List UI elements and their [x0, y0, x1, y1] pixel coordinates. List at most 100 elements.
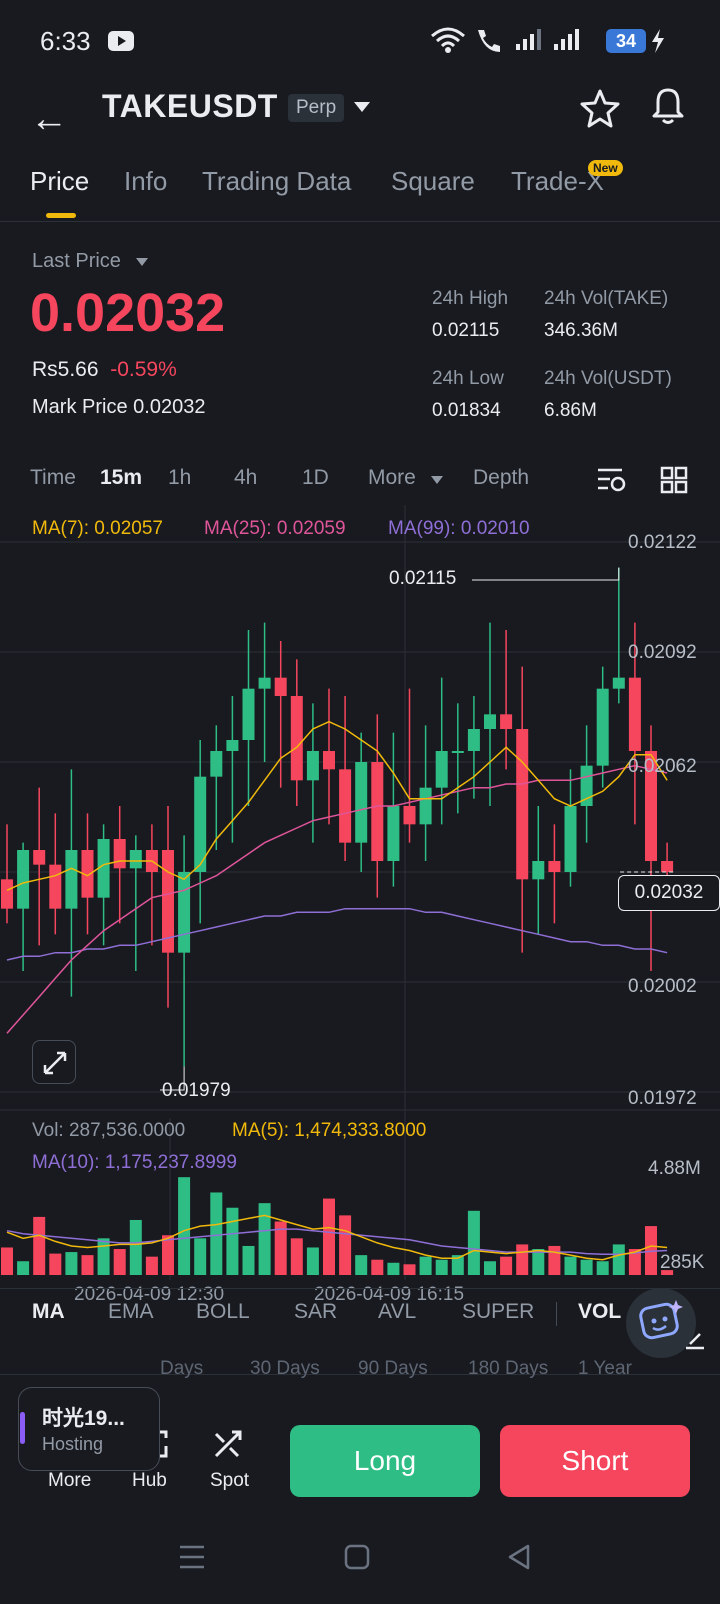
interval-15m[interactable]: 15m: [100, 466, 143, 489]
candle-body: [451, 751, 464, 753]
interval-depth[interactable]: Depth: [473, 466, 530, 489]
candle-body: [516, 729, 529, 880]
interval-time[interactable]: Time: [30, 466, 76, 489]
tab-price[interactable]: Price: [30, 166, 90, 196]
candle-body: [274, 677, 287, 696]
indicator-divider: [556, 1302, 557, 1326]
youtube-icon: [108, 31, 134, 51]
volume-bar: [484, 1261, 496, 1275]
back-arrow-icon[interactable]: ←: [30, 98, 68, 140]
price-axis-tick: 0.02062: [628, 756, 697, 777]
status-time: 6:33: [40, 26, 91, 56]
symbol-dropdown-icon[interactable]: [354, 102, 370, 112]
range-90-days[interactable]: 90 Days: [358, 1358, 428, 1379]
volume-bar: [500, 1256, 513, 1275]
volume-ma10-legend: MA(10): 1,175,237.8999: [32, 1152, 237, 1173]
hub-icon: [158, 1430, 168, 1458]
last-price-value: 0.02032: [30, 283, 226, 343]
volume-bar: [178, 1177, 191, 1275]
candle-body: [387, 806, 400, 861]
time-axis-label: 2026-04-09 12:30: [74, 1284, 225, 1305]
volume-ma5-legend: MA(5): 1,474,333.8000: [232, 1120, 427, 1141]
low-marker-leader: [160, 1066, 185, 1091]
more-dropdown-icon[interactable]: [431, 476, 443, 484]
nav-hub-label[interactable]: Hub: [132, 1470, 167, 1491]
candle-body: [226, 740, 239, 751]
chart-settings-icon[interactable]: [596, 466, 628, 494]
current-price-tag: 0.02032: [618, 875, 720, 911]
range-30-days[interactable]: 30 Days: [250, 1358, 320, 1379]
stat-vol-usdt-value: 6.86M: [544, 400, 597, 421]
candle-body: [645, 751, 657, 861]
tab-square[interactable]: Square: [391, 166, 475, 196]
nav-more-label[interactable]: More: [48, 1470, 92, 1491]
long-button[interactable]: Long: [290, 1425, 480, 1497]
stat-high-value: 0.02115: [432, 320, 500, 341]
range-180-days[interactable]: 180 Days: [468, 1358, 549, 1379]
volume-legend: Vol: 287,536.0000: [32, 1120, 186, 1141]
symbol-title[interactable]: TAKEUSDT: [102, 88, 278, 124]
last-price-label[interactable]: Last Price: [32, 250, 121, 272]
interval-4h[interactable]: 4h: [234, 466, 258, 489]
mark-price: Mark Price 0.02032: [32, 396, 205, 419]
volume-bar: [612, 1244, 625, 1275]
volume-bar: [210, 1192, 223, 1275]
volume-bar: [129, 1219, 142, 1275]
indicator-ma[interactable]: MA: [32, 1300, 65, 1323]
fullscreen-button[interactable]: [32, 1040, 76, 1084]
candle-body: [81, 850, 94, 898]
layout-grid-icon[interactable]: [660, 466, 688, 494]
price-axis-tick: 0.02122: [628, 532, 697, 553]
volume-bar: [145, 1256, 158, 1275]
indicator-ema[interactable]: EMA: [108, 1300, 154, 1323]
home-icon[interactable]: [344, 1544, 370, 1570]
interval-1d[interactable]: 1D: [302, 466, 329, 489]
candle-body: [1, 879, 13, 909]
candle-body: [628, 677, 641, 751]
interval-1h[interactable]: 1h: [168, 466, 192, 489]
fiat-price: Rs5.66 -0.59%: [32, 358, 177, 382]
stat-low-label: 24h Low: [432, 368, 504, 389]
candle-body: [403, 806, 416, 825]
volume-bar: [226, 1207, 239, 1275]
volume-bar: [97, 1238, 110, 1275]
ma7-line: [6, 720, 668, 891]
wifi-calling-icon: [478, 30, 500, 52]
star-favorite-icon[interactable]: [580, 88, 620, 128]
last-price-dropdown-icon[interactable]: [136, 258, 148, 266]
indicator-super[interactable]: SUPER: [462, 1300, 535, 1323]
candle-body: [355, 762, 368, 843]
range-1-year[interactable]: 1 Year: [578, 1358, 632, 1379]
floating-live-card[interactable]: [18, 1387, 160, 1471]
indicator-boll[interactable]: BOLL: [196, 1300, 250, 1323]
indicator-sar[interactable]: SAR: [294, 1300, 338, 1323]
interval-more[interactable]: More: [368, 466, 416, 489]
bell-alert-icon[interactable]: [650, 86, 686, 126]
volume-bar: [33, 1216, 46, 1275]
tab-info[interactable]: Info: [124, 166, 168, 196]
back-nav-icon[interactable]: [506, 1544, 532, 1570]
indicator-vol[interactable]: VOL: [578, 1300, 622, 1323]
tab-trading-data[interactable]: Trading Data: [202, 166, 352, 196]
price-chart[interactable]: [0, 505, 720, 1285]
volume-bar: [339, 1215, 352, 1275]
charging-icon: [652, 29, 664, 53]
candle-body: [532, 861, 545, 880]
edit-indicator-icon[interactable]: [684, 1330, 706, 1350]
volume-bar: [274, 1221, 287, 1275]
range-days[interactable]: Days: [160, 1358, 204, 1379]
spot-swap-icon[interactable]: [212, 1426, 246, 1462]
stat-high-label: 24h High: [432, 288, 509, 309]
new-badge: New: [588, 160, 623, 176]
volume-bar: [323, 1198, 335, 1275]
ai-assistant-button[interactable]: [626, 1288, 696, 1358]
volume-ma5-line: [6, 1214, 668, 1261]
volume-bar: [596, 1261, 609, 1275]
volume-bar: [290, 1238, 303, 1275]
candle-body: [242, 688, 255, 740]
signal-icon-sim2: [554, 29, 579, 50]
indicator-avl[interactable]: AVL: [378, 1300, 417, 1323]
recent-apps-icon[interactable]: [178, 1544, 206, 1570]
nav-spot-label[interactable]: Spot: [210, 1470, 250, 1491]
short-button[interactable]: Short: [500, 1425, 690, 1497]
